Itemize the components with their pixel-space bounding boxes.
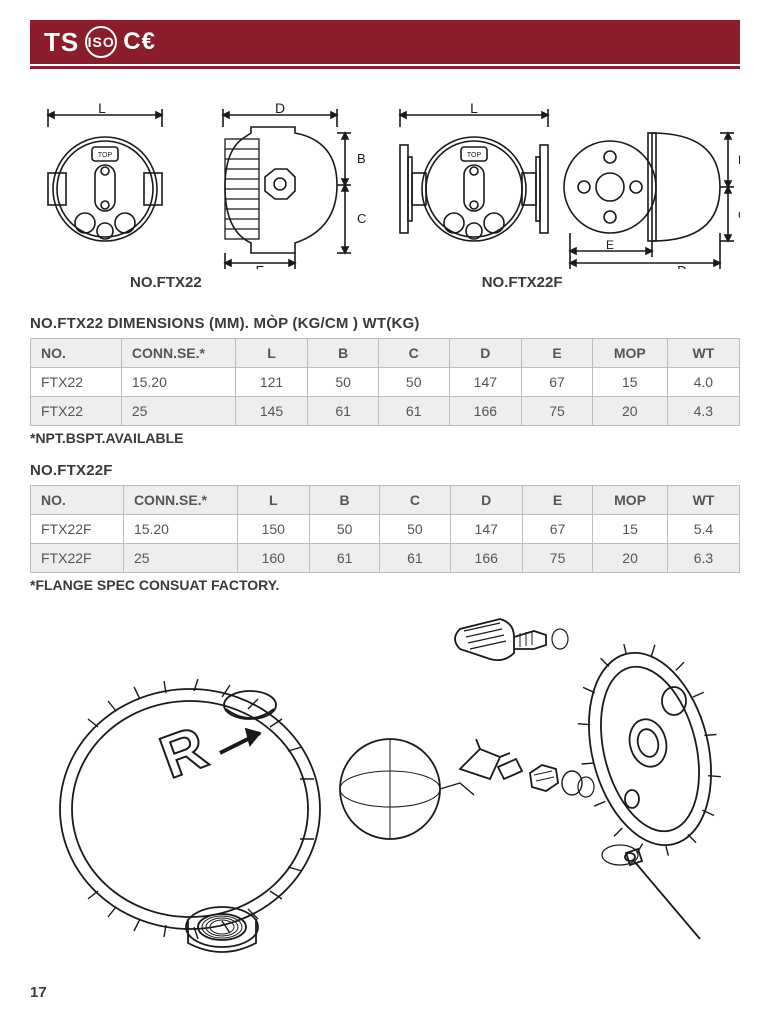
svg-text:L: L: [470, 100, 478, 116]
dimensions-table-ftx22f: NO. CONN.SE.* L B C D E MOP WT FTX22F 15…: [30, 485, 740, 573]
diagram-label-ftx22: NO.FTX22: [130, 274, 202, 291]
col-mop: MOP: [592, 339, 667, 368]
header-divider: [30, 66, 740, 69]
brand-text: TS: [44, 27, 79, 58]
svg-text:B: B: [738, 153, 740, 167]
table-row: FTX22F 15.20 150 50 50 147 67 15 5.4: [31, 515, 740, 544]
col-b: B: [308, 339, 379, 368]
table2-title: NO.FTX22F: [30, 462, 740, 479]
table-row: FTX22F 25 160 61 61 166 75 20 6.3: [31, 544, 740, 573]
svg-text:B: B: [357, 151, 366, 166]
ce-mark: C€: [123, 28, 156, 56]
col-wt: WT: [667, 339, 739, 368]
col-l: L: [235, 339, 308, 368]
svg-text:D: D: [275, 100, 285, 116]
col-e: E: [522, 339, 593, 368]
svg-text:D: D: [677, 263, 686, 269]
iso-logo: ISO: [85, 26, 117, 58]
table1-header-row: NO. CONN.SE.* L B C D E MOP WT: [31, 339, 740, 368]
svg-text:E: E: [606, 238, 614, 252]
svg-text:TOP: TOP: [467, 152, 482, 159]
diagram-label-ftx22f: NO.FTX22F: [482, 274, 563, 291]
col-d: D: [449, 339, 522, 368]
table2-header-row: NO. CONN.SE.* L B C D E MOP WT: [31, 486, 740, 515]
page-number: 17: [30, 984, 740, 1001]
certification-bar: TS ISO C€: [30, 20, 740, 64]
svg-text:L: L: [98, 100, 106, 116]
svg-text:E: E: [256, 263, 265, 269]
svg-text:TOP: TOP: [98, 152, 113, 159]
svg-text:C: C: [357, 211, 366, 226]
col-no: NO.: [31, 339, 122, 368]
table1-title: NO.FTX22 DIMENSIONS (MM). MÒP (KG/CM ) W…: [30, 315, 740, 332]
table1-footnote: *NPT.BSPT.AVAILABLE: [30, 430, 740, 446]
dimensions-table-ftx22: NO. CONN.SE.* L B C D E MOP WT FTX22 15.…: [30, 338, 740, 426]
svg-text:C: C: [738, 208, 740, 222]
dimensional-diagrams: L TOP D: [30, 99, 740, 269]
table-row: FTX22 25 145 61 61 166 75 20 4.3: [31, 397, 740, 426]
exploded-view-diagram: R: [30, 609, 740, 969]
svg-text:R: R: [152, 713, 216, 791]
col-c: C: [378, 339, 449, 368]
table-row: FTX22 15.20 121 50 50 147 67 15 4.0: [31, 368, 740, 397]
col-conn: CONN.SE.*: [121, 339, 235, 368]
table2-footnote: *FLANGE SPEC CONSUAT FACTORY.: [30, 577, 740, 593]
